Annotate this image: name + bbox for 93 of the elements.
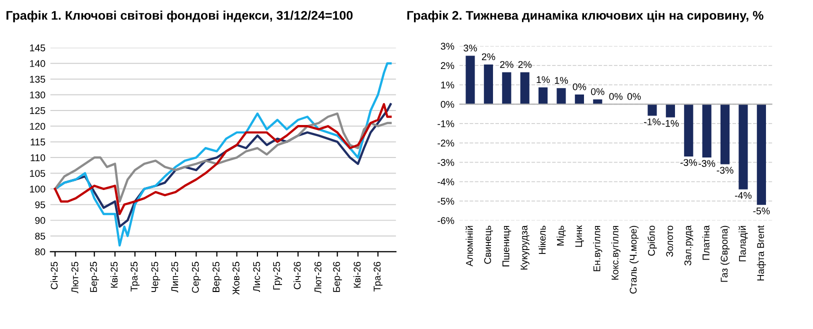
y-tick-label: 105 <box>30 170 46 177</box>
data-label: 3% <box>464 44 477 52</box>
x-tick-label: Кві-25 <box>110 262 118 288</box>
y-tick-label: -1% <box>438 120 454 128</box>
data-label: -3% <box>680 159 697 166</box>
bar <box>756 104 766 205</box>
data-label: -3% <box>716 166 734 174</box>
x-tick-label: Гру-25 <box>273 262 282 290</box>
y-tick-label: -2% <box>438 140 454 147</box>
x-tick-label: Вер-25 <box>212 262 222 292</box>
y-tick-label: -5% <box>438 198 454 205</box>
x-tick-label: Золото <box>666 226 674 257</box>
y-tick-label: 95 <box>35 201 46 208</box>
x-tick-label: Свинець <box>484 226 493 264</box>
chart-title: Графік 2. Тижнева динаміка ключових цін на сировину, % <box>407 10 764 22</box>
data-label: -1% <box>644 118 661 126</box>
bar <box>648 104 657 116</box>
data-label: 0% <box>572 83 586 90</box>
x-tick-label: Кукурудза <box>520 225 530 270</box>
x-tick-label: Зал.руда <box>684 225 694 266</box>
x-tick-label: Січ-26 <box>294 262 301 290</box>
bar <box>556 88 566 104</box>
line-series <box>54 112 392 203</box>
x-tick-label: Срібло <box>648 226 657 256</box>
y-tick-label: 130 <box>30 92 46 98</box>
data-label: 2% <box>518 61 532 68</box>
x-tick-label: Лис-25 <box>253 262 260 292</box>
y-tick-label: 145 <box>30 44 46 52</box>
bar <box>538 87 548 104</box>
bar <box>738 104 748 190</box>
x-tick-label: Тра-25 <box>130 262 140 292</box>
x-tick-label: Чер-25 <box>151 262 160 292</box>
y-tick-label: 110 <box>30 154 46 162</box>
x-tick-label: Мідь <box>556 226 566 246</box>
x-tick-label: Платіна <box>702 225 710 260</box>
bar <box>502 72 512 104</box>
x-tick-label: Сер-25 <box>192 262 201 293</box>
y-tick-label: 80 <box>35 248 46 256</box>
bar <box>666 104 675 118</box>
data-label: 2% <box>500 61 514 68</box>
bar <box>574 94 584 104</box>
x-tick-label: Кві-26 <box>353 262 361 288</box>
y-tick-label: -6% <box>438 217 454 224</box>
data-label: 0% <box>591 88 604 96</box>
x-tick-label: Паладій <box>738 226 748 262</box>
y-tick-label: 85 <box>35 232 46 240</box>
y-tick-label: 100 <box>30 186 46 193</box>
data-label: -3% <box>698 160 716 167</box>
x-tick-label: Жов-25 <box>232 262 240 295</box>
y-tick-label: 125 <box>30 107 46 114</box>
data-label: -4% <box>735 192 752 199</box>
y-tick-label: 140 <box>30 60 46 68</box>
bar <box>684 104 694 156</box>
data-label: 2% <box>482 53 496 60</box>
x-tick-label: Тра-26 <box>374 262 382 292</box>
line-series <box>54 62 392 247</box>
x-tick-label: Цинк <box>575 225 584 247</box>
x-tick-label: Бер-26 <box>333 262 342 292</box>
x-tick-label: Кокс.вугілля <box>611 226 620 280</box>
bar <box>484 64 494 104</box>
y-tick-label: 90 <box>35 217 46 224</box>
data-label: 0% <box>627 93 641 100</box>
x-tick-label: Ен.вугілля <box>593 226 602 272</box>
bar <box>520 72 530 104</box>
x-tick-label: Лип-25 <box>171 262 178 292</box>
bar <box>702 104 712 158</box>
data-label: -1% <box>662 120 679 127</box>
chart-title: Графік 1. Ключові світові фондові індекси, 31/12/24=100 <box>6 10 353 22</box>
data-label: 0% <box>609 93 623 100</box>
y-tick-label: 2% <box>440 62 454 70</box>
y-tick-label: -3% <box>438 159 454 166</box>
y-tick-label: 0% <box>440 100 454 108</box>
bar <box>720 104 730 164</box>
y-tick-label: -4% <box>438 178 454 186</box>
x-tick-label: Лют-26 <box>314 262 322 294</box>
data-label: -5% <box>753 208 770 214</box>
x-tick-label: Нафта Brent <box>756 225 766 280</box>
y-tick-label: 120 <box>30 122 46 130</box>
y-tick-label: 1% <box>441 82 454 88</box>
x-tick-label: Алюміній <box>466 226 473 266</box>
x-tick-label: Січ-25 <box>50 262 58 290</box>
x-tick-label: Бер-25 <box>90 262 99 292</box>
x-tick-label: Пшениця <box>502 226 512 266</box>
data-label: 1% <box>536 76 550 84</box>
x-tick-label: Нікель <box>538 226 546 254</box>
x-tick-label: Лют-25 <box>71 262 78 294</box>
data-label: 1% <box>554 77 568 84</box>
y-tick-label: 135 <box>30 76 46 83</box>
x-tick-label: Газ (Європа) <box>720 226 730 282</box>
x-tick-label: Сталь (Ч.море) <box>630 226 639 294</box>
y-tick-label: 3% <box>440 42 454 50</box>
y-tick-label: 115 <box>30 138 46 146</box>
bar <box>466 56 475 104</box>
